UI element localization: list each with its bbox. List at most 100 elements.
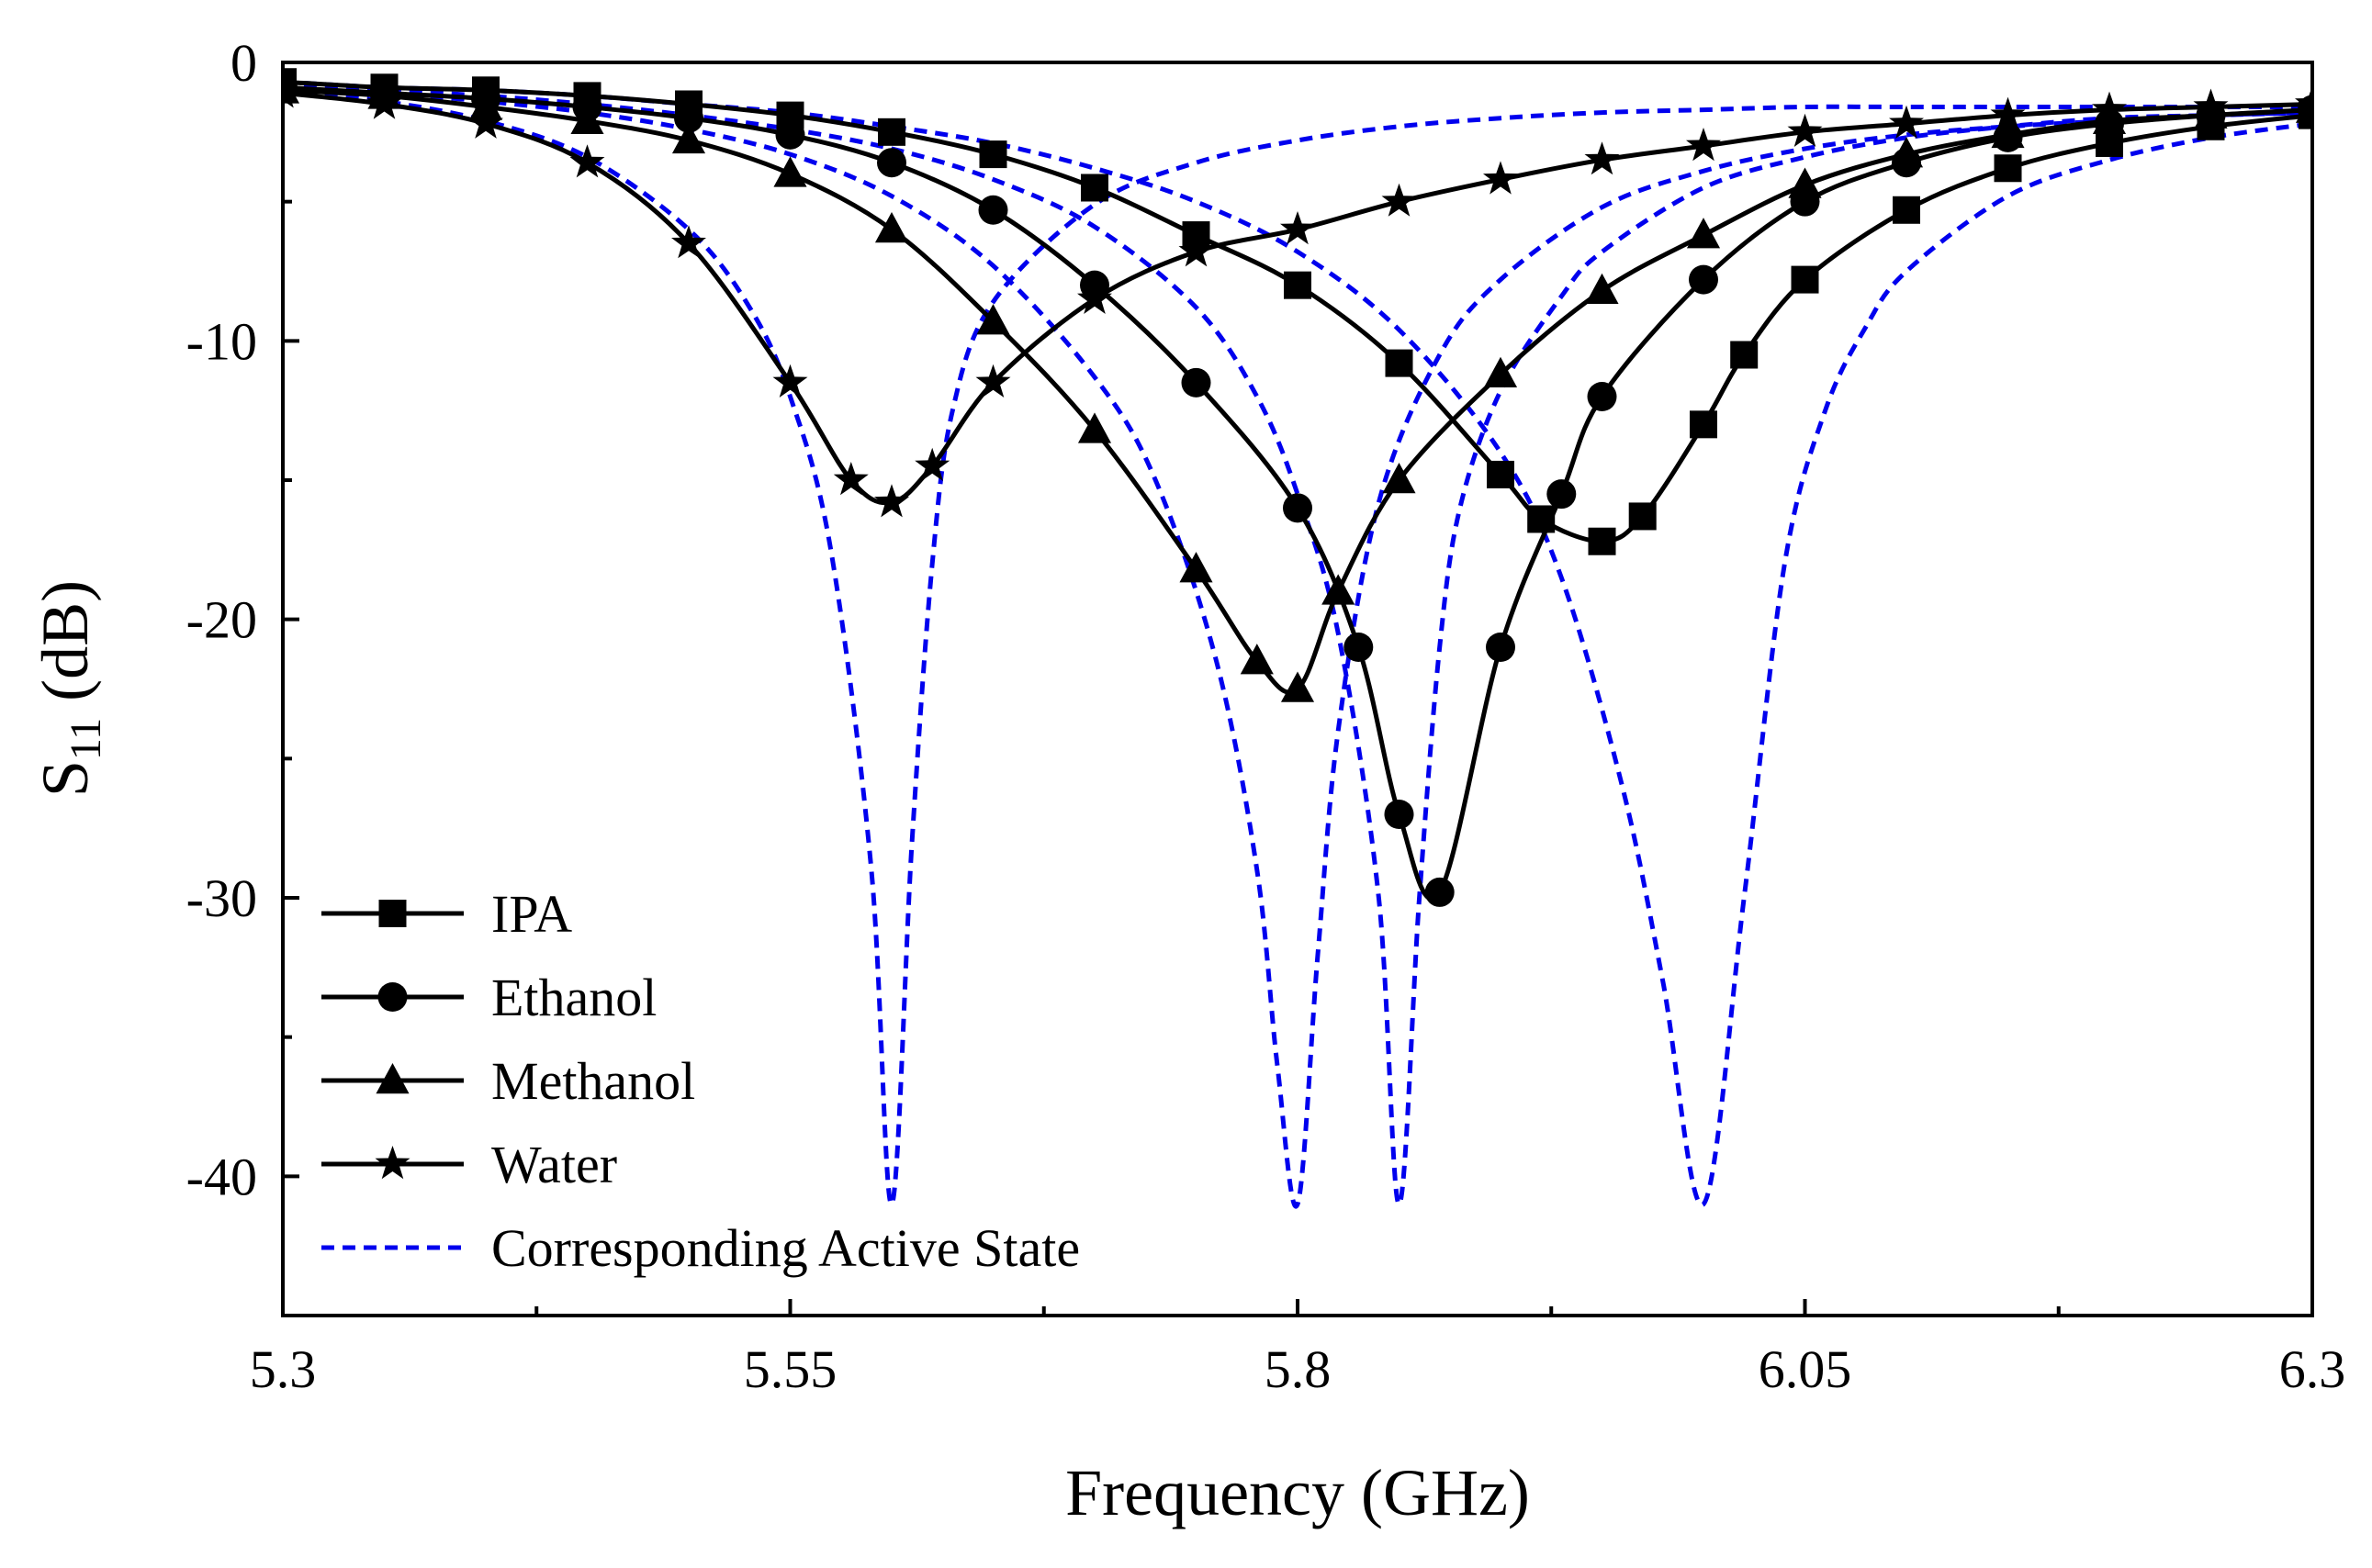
data-point-water	[671, 225, 706, 259]
data-point-methanol	[468, 89, 503, 120]
data-point-water	[1787, 113, 1823, 147]
data-point-ipa	[1994, 154, 2022, 183]
data-point-ipa	[979, 140, 1007, 169]
data-point-ethanol	[1384, 800, 1414, 829]
data-point-ipa	[1487, 460, 1514, 488]
x-tick-label: 6.05	[1759, 1339, 1852, 1399]
y-axis-title-subscript: 11	[62, 718, 110, 760]
data-point-methanol	[671, 122, 706, 154]
data-point-water	[1686, 128, 1721, 162]
legend-label-corresponding-active-state: Corresponding Active State	[491, 1218, 1080, 1278]
data-point-water	[1483, 161, 1518, 195]
data-point-methanol	[2092, 103, 2127, 134]
y-tick-label: -20	[186, 590, 257, 650]
data-point-ethanol	[674, 103, 703, 133]
data-point-water	[1889, 105, 1924, 139]
data-point-methanol	[570, 103, 604, 134]
x-tick-label: 6.3	[2279, 1339, 2346, 1399]
series-line-corresponding-active-state	[283, 84, 2312, 1209]
data-point-ipa	[1730, 341, 1759, 369]
data-point-ethanol	[978, 195, 1008, 225]
y-tick-label: -10	[186, 311, 257, 371]
x-tick-label: 5.8	[1265, 1339, 1332, 1399]
legend-marker-ipa	[378, 900, 407, 927]
data-point-ipa	[1690, 410, 1717, 439]
data-point-ipa	[1385, 349, 1413, 377]
series-line-corresponding-active-state	[283, 79, 2312, 1207]
data-point-methanol	[1077, 412, 1112, 443]
data-point-water	[2295, 85, 2312, 119]
x-tick-label: 5.3	[250, 1339, 317, 1399]
y-tick-label: -40	[186, 1147, 257, 1206]
y-axis-title: S11 (dB)	[28, 580, 110, 797]
data-point-ipa	[1893, 196, 1920, 224]
data-point-water	[1584, 141, 1620, 175]
data-point-water	[569, 144, 605, 178]
data-point-ethanol	[1424, 877, 1455, 907]
legend: IPA Ethanol Methanol Water Corresponding Act…	[321, 884, 1080, 1278]
y-axis-title-main: S	[28, 760, 102, 797]
data-point-methanol	[1585, 273, 1619, 304]
data-point-methanol	[1240, 644, 1274, 675]
data-point-water	[975, 364, 1011, 398]
data-point-methanol	[1382, 463, 1416, 494]
data-point-water	[468, 105, 503, 139]
data-point-methanol	[1889, 137, 1924, 168]
data-point-methanol	[773, 156, 807, 187]
data-point-water	[2193, 88, 2229, 122]
legend-marker-methanol	[376, 1063, 410, 1094]
data-point-water	[1077, 280, 1112, 314]
x-axis-title: Frequency (GHz)	[1065, 1456, 1530, 1529]
data-point-ipa	[1527, 505, 1556, 533]
data-point-methanol	[1991, 117, 2025, 149]
data-point-ipa	[878, 118, 905, 146]
legend-label-water: Water	[491, 1135, 617, 1194]
data-point-methanol	[1788, 167, 1822, 198]
data-point-methanol	[874, 212, 909, 243]
data-point-water	[283, 74, 300, 108]
data-point-water	[1381, 183, 1417, 217]
data-point-ethanol	[877, 148, 906, 178]
data-point-ethanol	[1486, 633, 1515, 662]
data-point-water	[2092, 91, 2127, 125]
y-axis-title-unit: (dB)	[28, 580, 102, 718]
axis-layer: 5.3 5.55 5.8 6.05 6.3 0 -10 -20 -30 -40	[186, 33, 2346, 1399]
data-point-ethanol	[1689, 264, 1718, 295]
data-point-water	[833, 462, 869, 496]
legend-marker-ethanol	[377, 982, 408, 1012]
data-point-water	[366, 85, 402, 119]
legend-label-ethanol: Ethanol	[491, 968, 657, 1027]
data-point-ipa	[1791, 265, 1819, 294]
data-point-ethanol	[1587, 382, 1617, 411]
data-point-ethanol	[1343, 633, 1374, 662]
data-point-ethanol	[1546, 479, 1577, 510]
data-point-water	[1990, 96, 2026, 130]
data-point-water	[874, 484, 909, 518]
data-point-ipa	[1628, 502, 1657, 531]
data-point-ipa	[1284, 271, 1311, 299]
data-point-methanol	[1686, 218, 1721, 249]
data-point-water	[1280, 211, 1315, 245]
legend-label-ipa: IPA	[491, 884, 572, 944]
data-point-methanol	[1321, 574, 1355, 605]
y-tick-label: 0	[230, 33, 257, 93]
data-point-ipa	[1588, 527, 1616, 555]
x-tick-label: 5.55	[744, 1339, 838, 1399]
marker-layer	[283, 68, 2312, 907]
data-point-ethanol	[1283, 493, 1312, 523]
data-point-methanol	[1483, 356, 1518, 387]
data-point-water	[915, 447, 950, 481]
legend-marker-water	[375, 1146, 410, 1180]
data-point-ethanol	[775, 119, 805, 150]
data-point-water	[1178, 233, 1214, 267]
data-point-methanol	[1179, 552, 1213, 583]
series-line-corresponding-active-state	[283, 87, 2312, 1207]
data-point-methanol	[1280, 671, 1315, 702]
legend-label-methanol: Methanol	[491, 1051, 695, 1111]
data-point-water	[772, 364, 808, 398]
data-point-methanol	[976, 304, 1010, 335]
data-point-ipa	[1081, 174, 1108, 202]
data-point-ethanol	[1181, 367, 1211, 398]
